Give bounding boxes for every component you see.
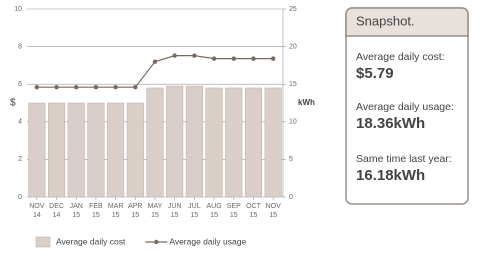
x-tick-label: 15 <box>190 212 198 219</box>
point <box>93 85 99 90</box>
point <box>211 56 217 61</box>
x-tick-label: 15 <box>250 212 258 219</box>
x-tick-label: MAR <box>108 203 124 210</box>
y2-tick-label: 0 <box>289 194 293 201</box>
bar <box>67 102 85 198</box>
x-tick-label: 15 <box>230 212 238 219</box>
bar <box>244 87 262 198</box>
point <box>172 53 177 58</box>
x-tick-label: NOV <box>266 203 282 210</box>
point <box>113 85 118 90</box>
x-tick-label: MAY <box>148 203 163 210</box>
x-tick-label: SEP <box>227 203 241 210</box>
bar <box>146 87 164 198</box>
y-tick-label: 2 <box>18 156 22 163</box>
legend-swatch <box>154 239 159 245</box>
x-tick-label: JUL <box>188 203 201 210</box>
panel-title: Snapshot. <box>356 13 415 28</box>
x-tick-label: OCT <box>246 203 262 210</box>
x-tick-label: APR <box>128 203 142 210</box>
x-tick-label: NOV <box>29 203 45 210</box>
point <box>34 85 40 90</box>
y-tick-label: 10 <box>14 6 22 13</box>
x-tick-label: 15 <box>210 212 218 219</box>
x-tick-label: 14 <box>53 212 61 219</box>
y2-tick-label: 25 <box>289 6 297 13</box>
item-label: Average daily usage: <box>356 101 454 113</box>
x-tick-label: FEB <box>89 203 103 210</box>
y-tick-label: 0 <box>18 194 22 201</box>
x-tick-label: 15 <box>171 212 179 219</box>
point <box>270 56 276 61</box>
item-label: Average daily cost: <box>356 51 445 63</box>
bar <box>87 102 105 198</box>
legend-swatch <box>35 236 51 248</box>
legend-label: Average daily usage <box>169 236 246 246</box>
item-value: 16.18kWh <box>356 167 425 184</box>
x-tick-label: 15 <box>72 212 80 219</box>
x-tick-label: 15 <box>92 212 100 219</box>
x-tick-label: DEC <box>49 203 64 210</box>
point <box>54 85 59 90</box>
point <box>74 85 79 90</box>
y2-axis-label: kWh <box>298 98 315 107</box>
x-tick-label: 15 <box>112 212 120 219</box>
item-value: 18.36kWh <box>356 115 425 132</box>
x-tick-label: 14 <box>33 212 41 219</box>
point <box>152 59 158 64</box>
point <box>231 56 236 61</box>
y2-tick-label: 20 <box>289 43 297 50</box>
y2-tick-label: 5 <box>289 156 293 163</box>
legend-label: Average daily cost <box>56 236 126 246</box>
bar <box>185 85 203 198</box>
bar <box>166 85 184 198</box>
x-tick-label: JUN <box>168 203 182 210</box>
x-tick-label: JAN <box>70 203 83 210</box>
bar <box>264 87 282 198</box>
x-tick-label: 15 <box>151 212 159 219</box>
x-tick-label: AUG <box>206 203 221 210</box>
snapshot-panel: Snapshot. Average daily cost: $5.79 Aver… <box>345 7 469 205</box>
bar <box>126 102 144 198</box>
y-tick-label: 8 <box>18 43 22 50</box>
point <box>251 56 256 61</box>
point <box>133 85 138 90</box>
y-axis-label: $ <box>10 98 16 109</box>
bar <box>107 102 125 198</box>
y2-tick-label: 15 <box>289 81 297 88</box>
bar <box>205 87 223 198</box>
item-value: $5.79 <box>356 65 394 82</box>
point <box>192 53 197 58</box>
y-tick-label: 4 <box>18 119 22 126</box>
bar <box>28 102 46 198</box>
x-tick-label: 15 <box>269 212 277 219</box>
item-label: Same time last year: <box>356 153 452 165</box>
y2-tick-label: 10 <box>289 119 297 126</box>
panel-header <box>345 7 469 37</box>
x-tick-label: 15 <box>131 212 139 219</box>
bar <box>48 102 66 198</box>
y-tick-label: 6 <box>18 81 22 88</box>
bar <box>225 87 243 198</box>
